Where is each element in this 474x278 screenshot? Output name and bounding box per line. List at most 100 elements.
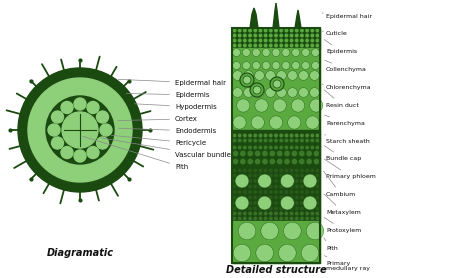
Circle shape xyxy=(306,222,324,240)
Circle shape xyxy=(292,99,305,112)
Circle shape xyxy=(248,206,252,211)
Circle shape xyxy=(279,216,283,221)
Circle shape xyxy=(248,216,252,221)
Circle shape xyxy=(232,138,237,143)
Circle shape xyxy=(253,133,257,138)
Circle shape xyxy=(100,124,112,136)
Circle shape xyxy=(290,168,294,173)
Circle shape xyxy=(269,190,273,194)
Circle shape xyxy=(279,33,283,38)
Circle shape xyxy=(237,168,242,173)
Bar xyxy=(232,28,320,263)
Circle shape xyxy=(301,244,319,262)
Bar xyxy=(232,130,320,138)
Circle shape xyxy=(52,111,64,123)
Circle shape xyxy=(232,33,237,38)
Circle shape xyxy=(232,38,237,43)
Circle shape xyxy=(243,38,247,43)
Circle shape xyxy=(269,150,275,157)
Circle shape xyxy=(284,211,289,216)
Circle shape xyxy=(300,138,304,143)
Circle shape xyxy=(258,206,263,211)
Circle shape xyxy=(248,211,252,216)
Circle shape xyxy=(28,78,132,182)
Circle shape xyxy=(284,138,289,143)
Bar xyxy=(232,165,320,173)
Circle shape xyxy=(290,145,294,150)
Circle shape xyxy=(311,49,319,56)
Circle shape xyxy=(269,158,275,165)
Circle shape xyxy=(292,49,300,56)
Circle shape xyxy=(300,179,304,183)
Circle shape xyxy=(265,88,275,97)
Circle shape xyxy=(237,216,242,221)
Circle shape xyxy=(232,190,237,194)
Circle shape xyxy=(62,112,98,148)
Circle shape xyxy=(232,179,237,183)
Circle shape xyxy=(310,133,314,138)
Circle shape xyxy=(277,71,286,80)
Bar xyxy=(232,98,320,130)
Circle shape xyxy=(272,61,280,70)
Circle shape xyxy=(243,138,247,143)
Circle shape xyxy=(262,150,268,157)
Circle shape xyxy=(282,49,290,56)
Circle shape xyxy=(280,174,294,188)
Circle shape xyxy=(274,145,278,150)
Circle shape xyxy=(244,71,253,80)
Circle shape xyxy=(258,195,263,200)
Circle shape xyxy=(253,201,257,205)
Circle shape xyxy=(313,158,319,165)
Circle shape xyxy=(274,201,278,205)
Circle shape xyxy=(290,195,294,200)
Circle shape xyxy=(305,190,309,194)
Circle shape xyxy=(248,168,252,173)
Circle shape xyxy=(235,196,249,210)
Circle shape xyxy=(315,33,319,38)
Circle shape xyxy=(295,38,299,43)
Circle shape xyxy=(74,150,86,162)
Circle shape xyxy=(313,150,319,157)
Circle shape xyxy=(232,133,237,138)
Circle shape xyxy=(253,168,257,173)
Circle shape xyxy=(315,190,319,194)
Circle shape xyxy=(243,211,247,216)
Circle shape xyxy=(18,68,142,192)
Circle shape xyxy=(269,179,273,183)
Circle shape xyxy=(258,211,263,216)
Circle shape xyxy=(279,43,283,48)
Circle shape xyxy=(310,88,319,97)
Circle shape xyxy=(306,116,319,129)
Bar xyxy=(232,28,320,263)
Circle shape xyxy=(274,179,278,183)
Polygon shape xyxy=(273,3,279,28)
Circle shape xyxy=(310,206,314,211)
Circle shape xyxy=(258,196,272,210)
Circle shape xyxy=(264,179,268,183)
Circle shape xyxy=(310,184,314,189)
Circle shape xyxy=(315,138,319,143)
Circle shape xyxy=(300,190,304,194)
Circle shape xyxy=(232,173,237,178)
Circle shape xyxy=(300,184,304,189)
Circle shape xyxy=(274,168,278,173)
Circle shape xyxy=(240,150,246,157)
Circle shape xyxy=(46,96,114,164)
Circle shape xyxy=(284,216,289,221)
Circle shape xyxy=(243,179,247,183)
Circle shape xyxy=(233,244,251,262)
Text: Collenchyma: Collenchyma xyxy=(325,60,367,72)
Circle shape xyxy=(315,133,319,138)
Circle shape xyxy=(311,61,319,70)
Circle shape xyxy=(303,196,317,210)
Text: Epidermis: Epidermis xyxy=(324,39,357,54)
Circle shape xyxy=(290,190,294,194)
Bar xyxy=(232,173,320,211)
Circle shape xyxy=(258,133,263,138)
Circle shape xyxy=(305,145,309,150)
Circle shape xyxy=(269,201,273,205)
Circle shape xyxy=(250,83,264,97)
Circle shape xyxy=(284,179,289,183)
Circle shape xyxy=(277,150,283,157)
Circle shape xyxy=(248,184,252,189)
